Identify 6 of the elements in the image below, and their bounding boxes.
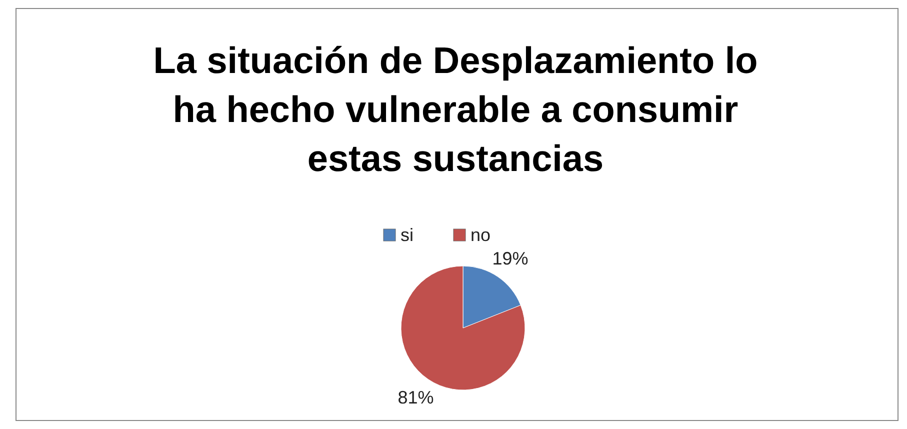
- legend-label: no: [470, 225, 491, 245]
- chart-title: La situación de Desplazamiento lo ha hecho vulnerable a consumir estas sustancias: [153, 40, 758, 179]
- data-label: 81%: [398, 387, 434, 408]
- pie-slice: [400, 266, 526, 390]
- legend-label: si: [400, 225, 414, 245]
- data-label: 19%: [492, 248, 528, 269]
